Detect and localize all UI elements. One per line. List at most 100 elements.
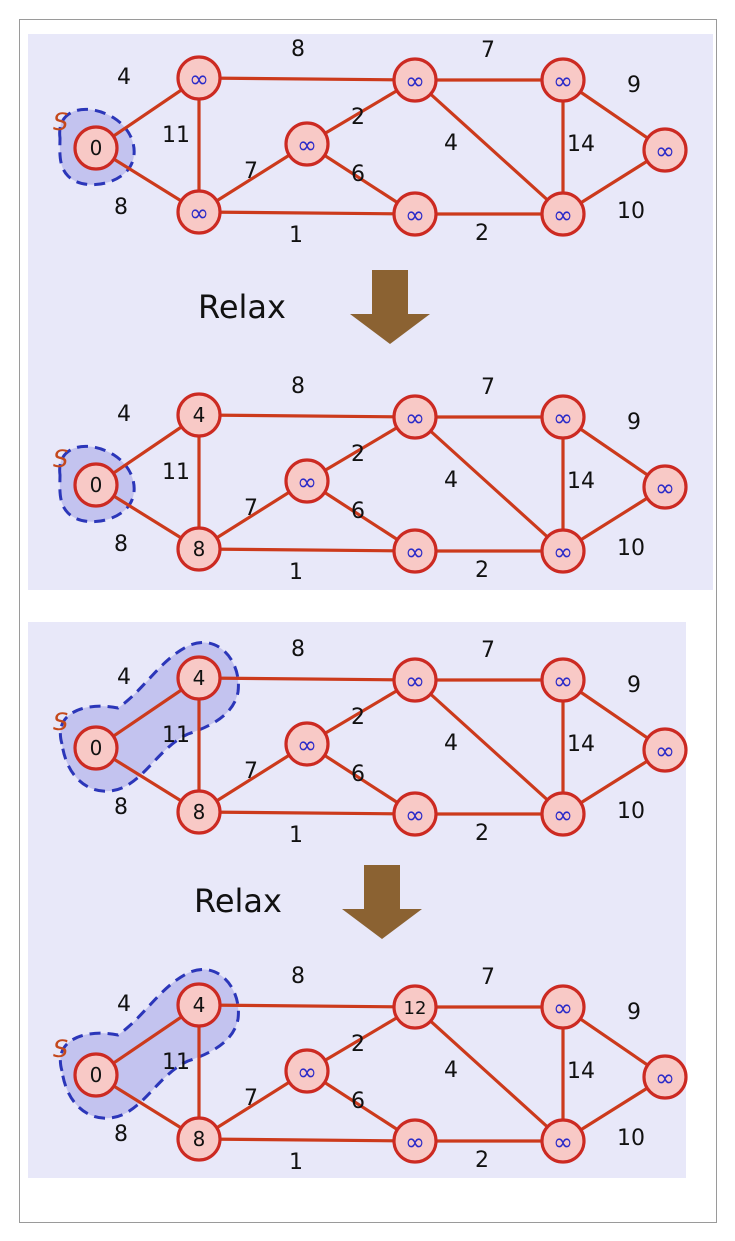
node-a-distance: 4 [193, 403, 206, 427]
edge-weight-s-b: 8 [114, 195, 128, 220]
node-g [540, 1118, 586, 1164]
edge-weight-g-h: 10 [617, 199, 645, 224]
edge-weight-g-h: 10 [617, 1126, 645, 1151]
edge-weight-d-f: 7 [481, 38, 495, 63]
edge-b-e [198, 1137, 416, 1143]
node-s [73, 725, 119, 771]
node-s-distance: 0 [90, 736, 103, 760]
node-h [642, 127, 688, 173]
node-s-distance: 0 [90, 1063, 103, 1087]
edge-weight-b-e: 1 [289, 1150, 303, 1175]
edge-weight-g-h: 10 [617, 799, 645, 824]
node-a [176, 392, 222, 438]
node-e-distance: ∞ [405, 1128, 425, 1156]
edge-weight-b-c: 7 [244, 759, 258, 784]
edge-weight-d-f: 7 [481, 965, 495, 990]
node-b-distance: ∞ [189, 199, 209, 227]
edge-weight-a-d: 8 [291, 637, 305, 662]
panel-1-graph-after: S 4 8 11 8 7 1 2 6 7 4 2 14 9 10 0 4 8 ∞ ∞ ∞ ∞ ∞ ∞ [53, 374, 688, 585]
edge-weight-a-d: 8 [291, 374, 305, 399]
source-label: S [53, 1035, 68, 1063]
node-h-distance: ∞ [655, 474, 675, 502]
edge-weight-c-d: 2 [351, 1032, 365, 1057]
node-e [392, 1118, 438, 1164]
edge-weight-b-c: 7 [244, 496, 258, 521]
node-g-distance: ∞ [553, 1128, 573, 1156]
node-c-distance: ∞ [297, 1058, 317, 1086]
source-label: S [53, 445, 68, 473]
node-e-distance: ∞ [405, 201, 425, 229]
node-c-distance: ∞ [297, 468, 317, 496]
edge-a-d [198, 76, 416, 82]
node-a-distance: 4 [193, 993, 206, 1017]
node-f [540, 394, 586, 440]
node-d [392, 657, 438, 703]
edge-weight-a-b: 11 [162, 723, 190, 748]
node-d [392, 394, 438, 440]
node-c [284, 721, 330, 767]
node-h [642, 727, 688, 773]
node-h [642, 464, 688, 510]
panel-1-step-label: Relax [198, 288, 286, 326]
node-h-distance: ∞ [655, 137, 675, 165]
edge-weight-f-h: 9 [627, 410, 641, 435]
node-b [176, 189, 222, 235]
edge-weight-b-e: 1 [289, 223, 303, 248]
edge-a-d [198, 676, 416, 682]
edge-weight-c-d: 2 [351, 442, 365, 467]
node-d [392, 57, 438, 103]
node-c [284, 1048, 330, 1094]
panel-2-graph-before: S 4 8 11 8 7 1 2 6 7 4 2 14 9 10 0 4 8 ∞ ∞ ∞ ∞ ∞ ∞ [53, 637, 688, 848]
edge-weight-c-e: 6 [351, 499, 365, 524]
edge-weight-f-g: 14 [567, 1059, 595, 1084]
node-c [284, 458, 330, 504]
node-e [392, 791, 438, 837]
edge-weight-s-a: 4 [117, 65, 131, 90]
node-e-distance: ∞ [405, 801, 425, 829]
edge-weight-c-e: 6 [351, 762, 365, 787]
edge-weight-e-g: 2 [475, 221, 489, 246]
edge-weight-d-g: 4 [444, 1058, 458, 1083]
edge-weight-s-b: 8 [114, 795, 128, 820]
node-b-distance: 8 [193, 1127, 206, 1151]
node-b-distance: 8 [193, 800, 206, 824]
panel-2-step-label: Relax [194, 882, 282, 920]
node-a [176, 655, 222, 701]
edge-weight-f-h: 9 [627, 73, 641, 98]
edge-weight-e-g: 2 [475, 558, 489, 583]
node-f-distance: ∞ [553, 404, 573, 432]
edge-weight-f-h: 9 [627, 1000, 641, 1025]
source-label: S [53, 708, 68, 736]
node-f-distance: ∞ [553, 994, 573, 1022]
node-s [73, 1052, 119, 1098]
node-d [392, 984, 438, 1030]
node-s [73, 125, 119, 171]
node-a-distance: ∞ [189, 65, 209, 93]
node-g-distance: ∞ [553, 801, 573, 829]
node-d-distance: 12 [404, 998, 427, 1019]
edge-weight-a-b: 11 [162, 123, 190, 148]
panel-1-background [28, 34, 713, 590]
panel-1-graph-before: S 4 8 11 8 7 1 2 6 7 4 2 14 9 10 0 ∞ ∞ ∞ ∞ ∞ ∞ ∞ ∞ [53, 37, 688, 248]
node-g-distance: ∞ [553, 201, 573, 229]
edge-weight-e-g: 2 [475, 1148, 489, 1173]
node-g [540, 791, 586, 837]
panel-1-down-arrow-icon [350, 270, 430, 344]
edge-weight-a-d: 8 [291, 964, 305, 989]
edge-weight-a-d: 8 [291, 37, 305, 62]
edge-weight-c-d: 2 [351, 105, 365, 130]
edge-d-g [413, 1005, 565, 1143]
edge-b-e [198, 810, 416, 816]
node-g-distance: ∞ [553, 538, 573, 566]
node-h-distance: ∞ [655, 737, 675, 765]
node-c [284, 121, 330, 167]
edge-weight-a-b: 11 [162, 460, 190, 485]
node-h-distance: ∞ [655, 1064, 675, 1092]
edge-weight-f-h: 9 [627, 673, 641, 698]
node-f-distance: ∞ [553, 667, 573, 695]
edge-weight-s-b: 8 [114, 1122, 128, 1147]
edge-weight-c-e: 6 [351, 162, 365, 187]
node-b [176, 526, 222, 572]
edge-weight-b-e: 1 [289, 560, 303, 585]
